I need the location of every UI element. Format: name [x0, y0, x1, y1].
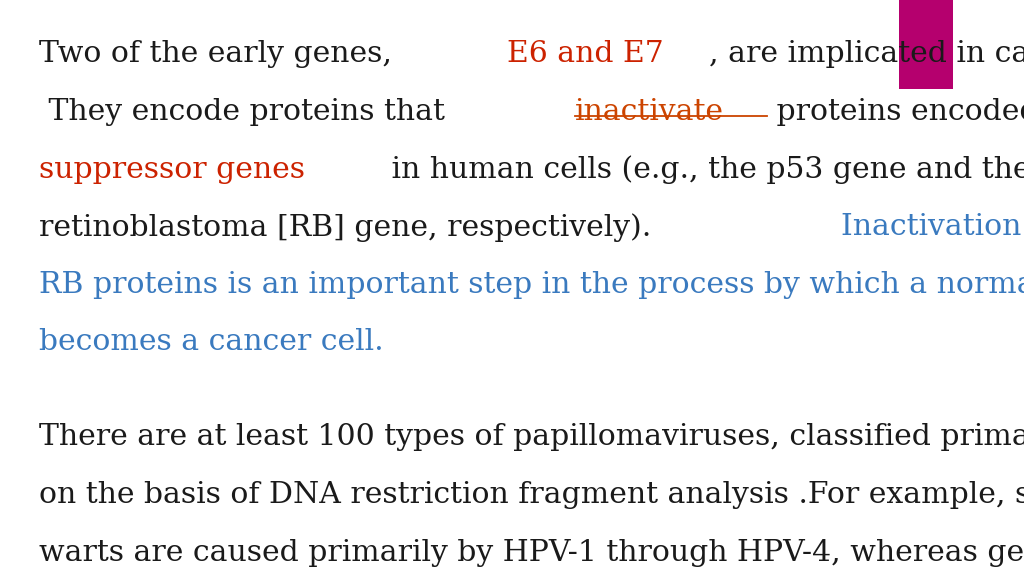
Text: Two of the early genes,: Two of the early genes, [39, 40, 401, 69]
Text: They encode proteins that: They encode proteins that [39, 98, 455, 126]
Text: becomes a cancer cell.: becomes a cancer cell. [39, 328, 384, 357]
Text: Inactivation of the p53 and: Inactivation of the p53 and [841, 213, 1024, 241]
Text: in human cells (e.g., the p53 gene and the: in human cells (e.g., the p53 gene and t… [382, 156, 1024, 184]
Text: E6 and E7: E6 and E7 [507, 40, 664, 69]
Text: inactivate: inactivate [574, 98, 724, 126]
Text: on the basis of DNA restriction fragment analysis .For example, skin: on the basis of DNA restriction fragment… [39, 481, 1024, 509]
Text: , are implicated in carcinogenesis.: , are implicated in carcinogenesis. [709, 40, 1024, 69]
Text: There are at least 100 types of papillomaviruses, classified primarily: There are at least 100 types of papillom… [39, 423, 1024, 452]
Text: RB proteins is an important step in the process by which a normal cell: RB proteins is an important step in the … [39, 271, 1024, 299]
Text: proteins encoded by tumor: proteins encoded by tumor [767, 98, 1024, 126]
Text: retinoblastoma [RB] gene, respectively).: retinoblastoma [RB] gene, respectively). [39, 213, 660, 242]
Text: warts are caused primarily by HPV-1 through HPV-4, whereas genital: warts are caused primarily by HPV-1 thro… [39, 539, 1024, 567]
Bar [899, 0, 953, 89]
Text: suppressor genes: suppressor genes [39, 156, 305, 184]
